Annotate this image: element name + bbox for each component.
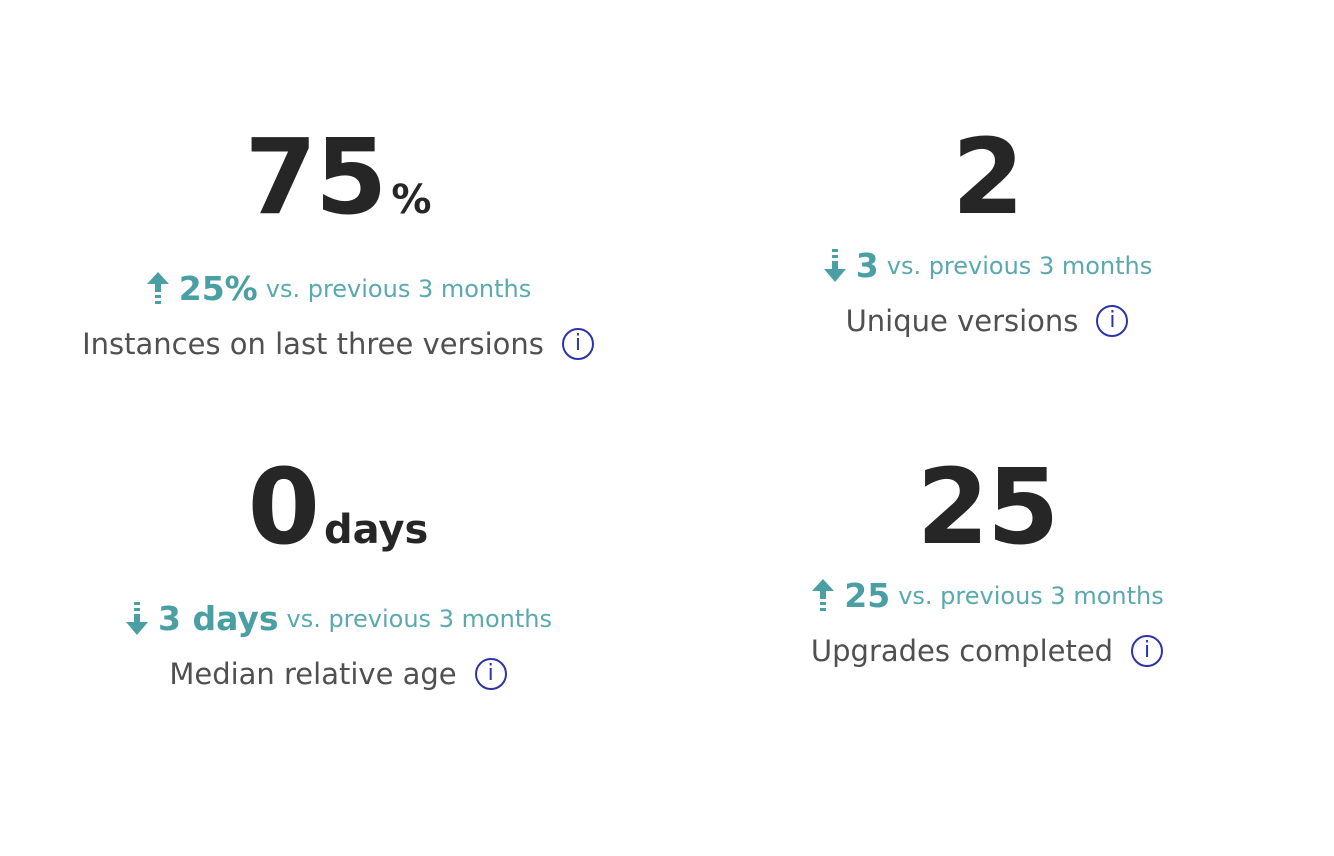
trend-text: vs. previous 3 months <box>265 275 532 303</box>
info-icon[interactable]: i <box>1131 635 1164 667</box>
trend-value: 25% <box>178 269 258 308</box>
metric-value-row: 2 <box>667 122 1307 232</box>
metric-label: Upgrades completed <box>810 634 1114 668</box>
info-icon[interactable]: i <box>561 328 594 360</box>
metric-unit: days <box>324 507 429 553</box>
metric-card-2: 2 3 vs. previous 3 months Unique version… <box>667 122 1307 338</box>
trend-text: vs. previous 3 months <box>886 252 1153 280</box>
trend-value: 25 <box>844 576 891 615</box>
arrow-down-icon <box>823 249 846 282</box>
trend-row: 25% vs. previous 3 months <box>18 269 658 309</box>
arrow-up-icon <box>812 579 835 611</box>
metric-value-row: 0 days <box>18 452 658 585</box>
metric-card-1: 75% 25% vs. previous 3 months Instances … <box>18 122 658 361</box>
info-icon[interactable]: i <box>474 658 507 690</box>
metric-value: 75 <box>244 116 388 238</box>
metric-value-row: 25 <box>667 452 1307 562</box>
trend-text: vs. previous 3 months <box>898 582 1164 610</box>
metric-card-3: 0 days 3 days vs. previous 3 months Media… <box>18 452 658 691</box>
trend-row: 3 vs. previous 3 months <box>667 246 1307 286</box>
metric-label-row: Unique versions i <box>667 304 1307 338</box>
metric-label-row: Instances on last three versions i <box>18 327 658 361</box>
trend-row: 25 vs. previous 3 months <box>667 576 1307 616</box>
metric-value: 0 <box>247 446 320 568</box>
trend-row: 3 days vs. previous 3 months <box>18 599 658 639</box>
metric-label-row: Upgrades completed i <box>667 634 1307 668</box>
metric-card-4: 25 25 vs. previous 3 months Upgrades com… <box>667 452 1307 668</box>
metric-label: Unique versions <box>845 304 1079 338</box>
trend-value: 3 <box>855 246 879 285</box>
metric-value: 25 <box>916 446 1060 568</box>
metric-value: 2 <box>951 116 1024 238</box>
metric-label-row: Median relative age i <box>18 657 658 691</box>
metric-label: Median relative age <box>169 657 457 691</box>
metric-value-row: 75% <box>18 122 658 255</box>
arrow-down-icon <box>126 602 148 635</box>
metric-unit: % <box>391 177 432 223</box>
arrow-up-icon <box>146 272 169 304</box>
info-icon[interactable]: i <box>1096 305 1129 337</box>
trend-text: vs. previous 3 months <box>286 605 552 633</box>
metric-label: Instances on last three versions <box>82 327 544 361</box>
trend-value: 3 days <box>158 599 279 638</box>
